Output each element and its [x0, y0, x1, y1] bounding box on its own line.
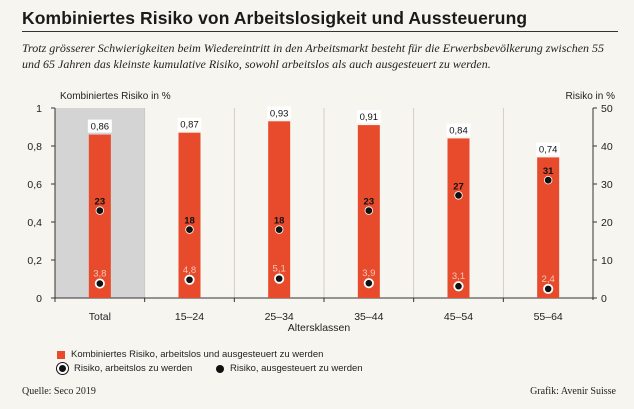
legend-bar-swatch — [57, 350, 65, 359]
bar-value-label: 0,84 — [449, 125, 468, 136]
y-left-tick-label: 0,6 — [27, 179, 42, 191]
x-tick-label: Total — [89, 311, 111, 323]
black-dot — [185, 225, 194, 234]
white-dot-label: 5,1 — [273, 264, 286, 275]
y-left-tick-label: 0 — [36, 293, 42, 305]
bar-label-bg — [87, 119, 112, 133]
x-tick-label: 55–64 — [534, 311, 563, 323]
y-left-tick-label: 0,4 — [27, 217, 42, 229]
white-dot-label: 2,4 — [542, 274, 555, 285]
bar — [178, 132, 201, 298]
white-dot-label: 3,1 — [452, 271, 465, 282]
y-left-axis-title: Kombiniertes Risiko in % — [60, 91, 171, 102]
black-dot-label: 23 — [95, 197, 106, 208]
white-dot-label: 4,8 — [183, 265, 196, 276]
bar-label-bg — [446, 123, 471, 137]
black-dot — [274, 225, 284, 234]
bar-label-bg — [267, 106, 292, 120]
x-tick-label: 35–44 — [354, 311, 383, 323]
black-dot — [95, 206, 105, 215]
bar — [447, 138, 470, 298]
white-dot-label: 3,8 — [93, 269, 106, 280]
credit-note: Grafik: Avenir Suisse — [530, 386, 616, 397]
white-dot — [453, 281, 464, 292]
white-dot — [274, 273, 285, 284]
legend-item-bar: Kombiniertes Risiko, arbeitslos und ausg… — [57, 349, 323, 360]
legend-white-dot-label: Risiko, arbeitslos zu werden — [74, 363, 193, 374]
black-dot-label: 23 — [364, 197, 375, 208]
chart-subtitle: Trotz grösserer Schwierigkeiten beim Wie… — [22, 41, 605, 71]
black-dot — [543, 175, 553, 185]
y-right-tick-label: 40 — [601, 141, 613, 153]
legend-item-white-dot: Risiko, arbeitslos zu werden — [57, 363, 192, 374]
legend-black-dot-label: Risiko, ausgesteuert zu werden — [230, 363, 363, 374]
y-right-tick-label: 0 — [601, 293, 607, 305]
bar — [88, 134, 111, 298]
y-right-tick-label: 50 — [601, 103, 613, 115]
y-left-tick-label: 0,8 — [27, 141, 42, 153]
black-dot-label: 18 — [184, 216, 195, 227]
black-dot-label: 31 — [543, 166, 554, 177]
y-right-axis-title: Risiko in % — [566, 91, 616, 102]
bar-value-label: 0,87 — [180, 120, 199, 131]
y-left-tick-label: 1 — [36, 103, 42, 115]
source-note: Quelle: Seco 2019 — [22, 386, 96, 397]
white-dot — [543, 283, 554, 294]
white-dot — [184, 274, 195, 285]
bar-value-label: 0,86 — [91, 122, 110, 133]
bar-value-label: 0,93 — [270, 108, 289, 119]
y-right-tick-label: 10 — [601, 255, 613, 267]
title-rule — [22, 31, 618, 32]
bar-label-bg — [177, 117, 202, 131]
legend-black-dot-swatch — [216, 364, 224, 373]
bar — [268, 121, 291, 298]
black-dot-label: 18 — [274, 216, 285, 227]
x-tick-label: 45–54 — [444, 311, 473, 323]
y-right-tick-label: 30 — [601, 179, 613, 191]
black-dot — [364, 206, 374, 215]
bar-label-bg — [356, 110, 381, 124]
bar — [537, 157, 560, 298]
black-dot — [454, 191, 463, 200]
white-dot-label: 3,9 — [362, 268, 375, 279]
black-dot-label: 27 — [453, 181, 464, 192]
legend-bar-label: Kombiniertes Risiko, arbeitslos und ausg… — [71, 349, 324, 360]
white-dot — [94, 278, 105, 289]
white-dot — [363, 278, 374, 289]
bar-value-label: 0,91 — [360, 112, 379, 123]
x-tick-label: 15–24 — [175, 311, 204, 323]
bar-value-label: 0,74 — [539, 144, 558, 155]
legend-item-black-dot: Risiko, ausgesteuert zu werden — [216, 363, 363, 374]
y-right-tick-label: 20 — [601, 217, 613, 229]
bar-label-bg — [536, 142, 561, 156]
x-axis-title: Altersklassen — [288, 322, 351, 334]
y-left-tick-label: 0,2 — [27, 255, 42, 267]
x-tick-label: 25–34 — [265, 311, 294, 323]
chart-title: Kombiniertes Risiko von Arbeitslosigkeit… — [22, 8, 528, 28]
legend-white-dot-swatch — [57, 363, 68, 374]
